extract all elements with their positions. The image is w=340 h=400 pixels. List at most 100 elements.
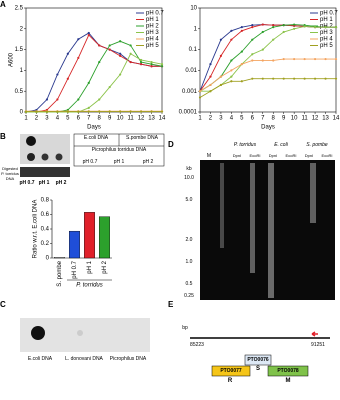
point [282,24,285,27]
legend-label: pH 1 [146,17,159,23]
point [150,63,153,66]
point [313,77,317,80]
gel-label: P. torridus [233,142,257,148]
point [119,54,122,57]
point [77,98,80,101]
x-axis-label: Days [261,125,275,131]
point [119,110,122,113]
point [98,110,101,113]
point [24,110,28,113]
point [160,110,164,113]
legend-label: pH 2 [146,24,159,30]
point [209,75,212,78]
point [303,25,306,28]
point [119,40,122,43]
gene-label: PTO0076 [247,357,269,363]
point [293,23,296,26]
y-tick-label: 0.0001 [179,110,198,116]
y-tick-label: 0.01 [185,68,197,74]
diagram-label: 91251 [311,342,325,348]
x-tick-label: 12 [312,116,319,122]
y-axis-label: Ratio w.r.t. E.coli DNA [33,200,39,259]
point [334,57,338,61]
blot-dot [27,153,35,161]
x-tick-label: 2 [209,116,213,122]
point [139,110,143,113]
point [324,57,327,61]
gel-band [268,163,274,298]
legend-label: pH 4 [320,37,333,43]
lane-label: pH 2 [55,180,67,186]
gel-label: DpnI [304,153,314,158]
point [45,110,49,113]
panel-label: A [0,0,6,9]
legend-label: pH 5 [146,43,159,49]
point [334,77,338,80]
point [77,110,80,113]
point [108,110,111,113]
point [108,44,111,47]
x-tick-label: 8 [272,116,276,122]
point [98,60,101,64]
blot-dot [26,136,36,146]
point [219,38,223,41]
legend-label: pH 2 [320,24,333,30]
point [240,29,243,32]
point [324,26,327,29]
point [139,63,143,66]
primer-label: M [285,378,291,384]
point [313,26,317,29]
series-line [199,78,336,98]
point [251,26,254,29]
blot-dot [41,153,49,161]
series-line [199,58,336,92]
bar [54,257,65,259]
gel-label: DpnI [232,153,242,158]
y-tick-label: 1.5 [15,47,24,53]
point [87,33,90,37]
arrow [311,331,318,337]
point [219,83,223,87]
blot-label: L. donovani DNA [65,356,103,362]
point [240,80,243,83]
point [272,38,275,41]
x-tick-label: 5 [66,116,70,122]
y-tick-label: 0.6 [41,212,50,218]
series-line [26,40,163,113]
point [230,80,233,83]
diagram-label: bp [182,325,188,331]
bar [69,230,80,259]
gel-label: EcoRI [321,153,333,158]
x-tick-label: S. pombe [57,260,63,286]
size-label: 2.0 [185,237,193,243]
gel-label: DpnI [268,153,278,158]
point [293,57,296,61]
legend-label: pH 0.7 [320,11,338,17]
point [35,110,38,113]
y-tick-label: 10 [190,6,197,12]
x-tick-label: 7 [87,116,91,122]
x-tick-label: 10 [117,116,124,122]
point [139,58,143,62]
gel-label: EcoRI [285,153,297,158]
size-label: 10.0 [184,175,194,181]
point [45,98,49,101]
x-tick-label: 8 [98,116,102,122]
y-tick-label: 0.001 [182,89,198,95]
gene-label: PTO0077 [220,368,242,374]
size-label: 0.5 [185,281,193,287]
point [272,26,275,29]
point [251,38,254,41]
point [282,77,285,80]
x-tick-label: 3 [45,116,49,122]
legend-label: pH 3 [320,30,333,36]
x-tick-label: 14 [333,116,340,122]
y-axis-label: A600 [9,52,15,67]
point [108,48,111,51]
point [87,31,90,35]
x-tick-label: 1 [24,116,28,122]
point [251,59,254,62]
point [129,60,132,64]
y-tick-label: 0.1 [189,47,198,53]
y-tick-label: 0.2 [41,241,50,247]
